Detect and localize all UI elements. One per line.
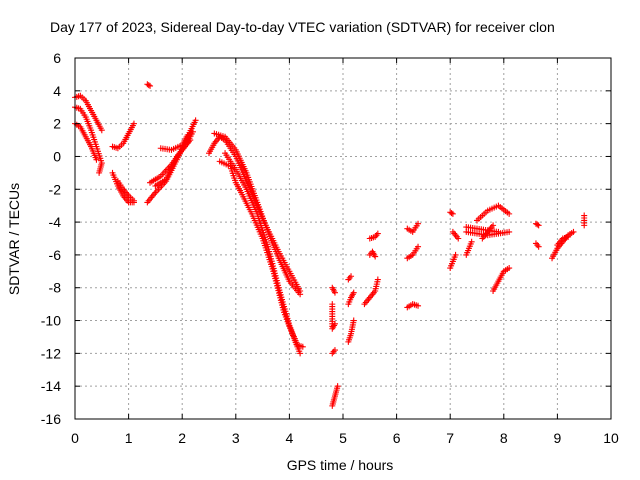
x-tick-label: 6 <box>393 430 401 446</box>
data-point-arc-13 <box>297 291 304 298</box>
data-point-arc-40 <box>570 228 577 235</box>
data-point-arc-25 <box>374 230 381 237</box>
y-tick-label: -10 <box>41 313 61 329</box>
y-tick-labels: -16 -14 -12 -10 -8 -6 -4 -2 0 2 4 6 <box>41 50 61 427</box>
x-tick-label: 8 <box>500 430 508 446</box>
data-point-arc-22 <box>350 317 357 324</box>
data-point-arc-1 <box>98 127 105 134</box>
chart-title: Day 177 of 2023, Sidereal Day-to-day VTE… <box>50 19 555 35</box>
data-point-arc-7 <box>145 82 152 89</box>
data-point-arc-6 <box>130 197 137 204</box>
data-point-arc-2 <box>96 169 103 176</box>
tick-marks <box>74 57 612 420</box>
data-point-arc-24 <box>372 253 379 260</box>
data-point-arc-8 <box>192 117 199 124</box>
x-tick-label: 10 <box>603 430 619 446</box>
data-point-arc-7 <box>147 82 154 89</box>
data-point-arc-16 <box>331 289 338 296</box>
data-point-arc-3 <box>93 156 100 163</box>
data-point-arc-28 <box>415 302 422 309</box>
data-point-arc-32 <box>468 238 475 245</box>
x-tick-label: 3 <box>232 430 240 446</box>
data-point-arc-15 <box>299 343 306 350</box>
data-point-arc-38 <box>534 221 541 228</box>
data-point-arc-19 <box>334 383 341 390</box>
y-tick-label: 0 <box>53 148 61 164</box>
data-point-arc-30 <box>448 210 455 217</box>
y-axis-label: SDTVAR / TECUs <box>6 183 22 295</box>
y-tick-label: 6 <box>53 50 61 66</box>
y-tick-label: -6 <box>49 247 62 263</box>
x-tick-label: 0 <box>71 430 79 446</box>
x-tick-label: 4 <box>286 430 294 446</box>
data-point-arc-27 <box>415 243 422 250</box>
y-tick-label: -2 <box>49 181 62 197</box>
y-tick-label: 4 <box>53 83 61 99</box>
x-axis-label: GPS time / hours <box>287 457 394 473</box>
data-point-arc-41 <box>565 233 572 240</box>
x-tick-label: 2 <box>178 430 186 446</box>
data-point-arc-39 <box>535 243 542 250</box>
data-point-arc-37 <box>506 265 513 272</box>
data-point-arc-38 <box>535 222 542 229</box>
data-point-arc-35 <box>506 210 513 217</box>
y-tick-label: -16 <box>41 411 61 427</box>
data-point-arc-23 <box>374 276 381 283</box>
x-tick-labels: 0 1 2 3 4 5 6 7 8 9 10 <box>71 430 619 446</box>
data-point-arc-26 <box>415 220 422 227</box>
y-tick-label: -14 <box>41 378 61 394</box>
data-point-arc-31 <box>455 235 462 242</box>
y-tick-label: -4 <box>49 214 62 230</box>
data-point-arc-33 <box>506 228 513 235</box>
data-point-arc-11 <box>184 132 191 139</box>
data-point-arc-29 <box>452 251 459 258</box>
y-tick-label: -8 <box>49 280 62 296</box>
y-tick-label: 2 <box>53 116 61 132</box>
data-point-arc-34 <box>495 228 502 235</box>
x-tick-label: 1 <box>125 430 133 446</box>
x-tick-label: 9 <box>554 430 562 446</box>
data-point-arc-36 <box>490 222 497 229</box>
data-point-arc-17 <box>331 320 338 327</box>
data-point-arc-30 <box>449 210 456 217</box>
data-point-arc-20 <box>348 273 355 280</box>
data-point-arc-4 <box>130 120 137 127</box>
x-tick-label: 5 <box>339 430 347 446</box>
data-points <box>72 81 588 409</box>
data-point-arc-21 <box>350 289 357 296</box>
data-point-arc-14 <box>297 350 304 357</box>
grid <box>75 58 611 419</box>
y-tick-label: -12 <box>41 345 61 361</box>
data-point-arc-42 <box>581 222 588 229</box>
data-point-arc-10 <box>189 128 196 135</box>
x-tick-label: 7 <box>446 430 454 446</box>
data-point-arc-18 <box>331 347 338 354</box>
